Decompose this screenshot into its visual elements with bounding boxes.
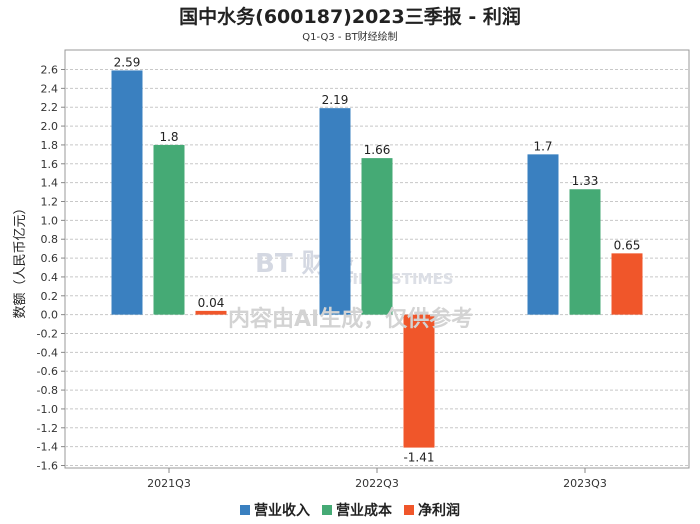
data-label: 1.7 <box>533 139 552 153</box>
y-tick-label: -1.2 <box>37 422 58 435</box>
bar <box>403 314 435 448</box>
y-axis-ticks: 2.6 2.4 2.2 2.0 1.8 1.6 1.4 1.2 1.0 0.8 0.6 0.4 0.2 0… <box>37 64 65 473</box>
x-tick-label: 2023Q3 <box>563 477 607 490</box>
data-label: 0.04 <box>198 296 225 310</box>
y-tick-label: -1.0 <box>37 403 58 416</box>
y-tick-label: 0.0 <box>41 309 59 322</box>
y-tick-label: -1.6 <box>37 460 58 473</box>
y-tick-label: 0.4 <box>41 271 59 284</box>
bar <box>111 70 143 315</box>
bar <box>153 144 185 315</box>
y-tick-label: -0.8 <box>37 384 58 397</box>
y-tick-label: 2.2 <box>41 101 59 114</box>
y-tick-label: -0.2 <box>37 328 58 341</box>
x-tick-label: 2022Q3 <box>355 477 399 490</box>
legend-item: 营业成本 <box>322 500 392 520</box>
y-tick-label: 1.2 <box>41 196 59 209</box>
bar <box>361 158 393 315</box>
bar <box>611 253 643 315</box>
x-axis-ticks: 2021Q3 2022Q3 2023Q3 <box>147 468 607 490</box>
legend-label: 净利润 <box>418 503 460 519</box>
x-tick-label: 2021Q3 <box>147 477 191 490</box>
data-label: 2.19 <box>322 93 349 107</box>
y-tick-label: -1.4 <box>37 441 58 454</box>
data-label: 1.33 <box>572 174 599 188</box>
y-tick-label: 0.2 <box>41 290 59 303</box>
bars <box>111 70 643 448</box>
y-axis-label: 数额（人民币亿元） <box>13 201 28 318</box>
data-labels: 2.59 1.8 0.04 2.19 1.66 -1.41 1.7 1.33 0.65 <box>114 55 641 464</box>
data-label: 1.66 <box>364 143 391 157</box>
legend-swatch <box>322 505 332 515</box>
y-tick-label: 1.4 <box>41 177 59 190</box>
legend: 营业收入 营业成本 净利润 <box>0 500 700 520</box>
data-label: 2.59 <box>114 55 141 69</box>
bar <box>319 108 351 315</box>
y-tick-label: 1.6 <box>41 158 59 171</box>
bar <box>569 189 601 315</box>
legend-item: 营业收入 <box>240 500 310 520</box>
legend-swatch <box>404 505 414 515</box>
legend-swatch <box>240 505 250 515</box>
y-tick-label: 2.0 <box>41 120 59 133</box>
legend-label: 营业成本 <box>336 503 392 519</box>
y-tick-label: 1.0 <box>41 214 59 227</box>
chart-title: 国中水务(600187)2023三季报 - 利润 <box>179 6 521 28</box>
legend-label: 营业收入 <box>254 503 310 519</box>
watermark-notice: 内容由AI生成，仅供参考 <box>228 306 473 332</box>
chart-subtitle: Q1-Q3 - BT财经绘制 <box>302 32 398 43</box>
legend-item: 净利润 <box>404 500 460 520</box>
y-tick-label: 0.6 <box>41 252 59 265</box>
data-label: 0.65 <box>614 238 641 252</box>
bar <box>527 154 559 315</box>
y-tick-label: 2.6 <box>41 64 59 77</box>
y-tick-label: 0.8 <box>41 233 59 246</box>
data-label: 1.8 <box>159 130 178 144</box>
y-tick-label: 1.8 <box>41 139 59 152</box>
y-tick-label: -0.4 <box>37 346 58 359</box>
y-tick-label: -0.6 <box>37 365 58 378</box>
y-tick-label: 2.4 <box>41 82 59 95</box>
data-label: -1.41 <box>403 451 434 465</box>
bar-chart: 2.6 2.4 2.2 2.0 1.8 1.6 1.4 1.2 1.0 0.8 0.6 0.4 0.2 0… <box>13 49 690 490</box>
bar <box>195 310 227 315</box>
